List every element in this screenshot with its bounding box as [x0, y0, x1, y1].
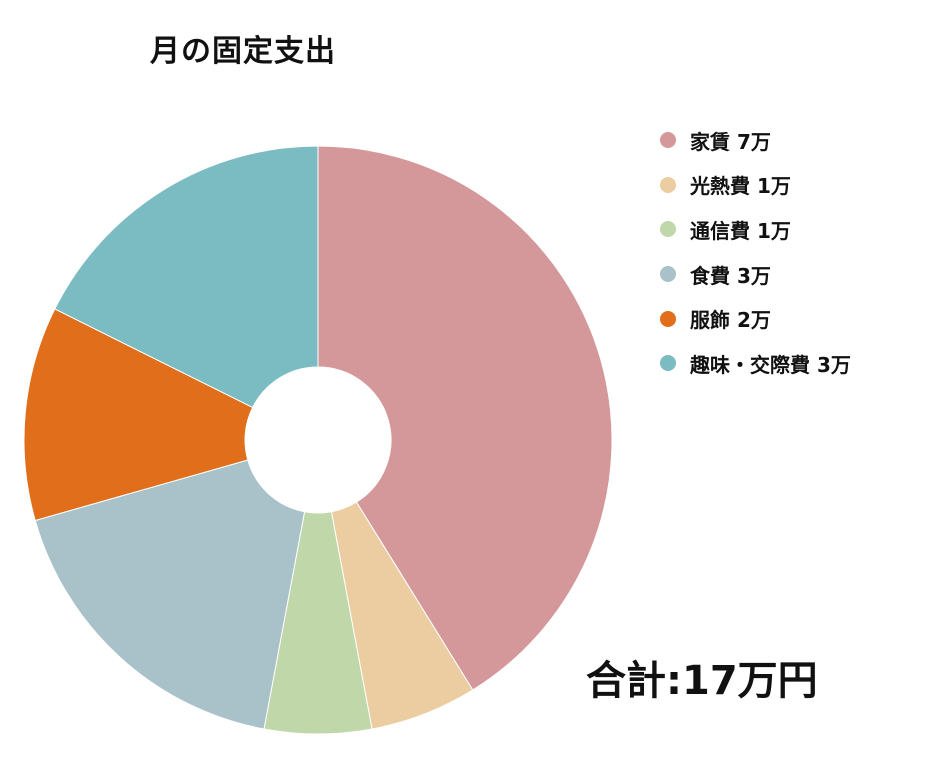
pie-slice-5 — [23, 308, 254, 522]
legend-swatch — [660, 310, 676, 327]
legend-swatch — [660, 355, 676, 372]
legend-item: 趣味・交際費 3万 — [660, 341, 920, 386]
legend-item: 服飾 2万 — [660, 296, 920, 341]
chart-title: 月の固定支出 — [150, 34, 336, 69]
legend-label: 趣味・交際費 3万 — [690, 352, 851, 377]
legend-item: 食費 3万 — [660, 252, 920, 297]
legend-swatch — [660, 176, 676, 193]
legend: 家賃 7万光熱費 1万 通信費 1万 食費 3万服飾 2万趣味・交際費 3万 — [660, 118, 920, 386]
legend-label: 家賃 7万 — [690, 129, 771, 154]
legend-item: 光熱費 1万 — [660, 163, 920, 208]
pie-slice-6 — [54, 145, 319, 409]
legend-swatch — [660, 266, 676, 283]
pie-slice-1 — [317, 145, 613, 691]
legend-item: 通信費 1万 — [660, 207, 920, 252]
legend-label: 服飾 2万 — [690, 308, 771, 333]
legend-label: 光熱費 1万 — [690, 174, 791, 199]
legend-label: 食費 3万 — [690, 263, 771, 288]
total-annotation: 合計:17万円 — [586, 658, 818, 704]
legend-swatch — [660, 132, 676, 149]
legend-label: 通信費 1万 — [690, 218, 791, 243]
pie-slice-4 — [34, 459, 306, 730]
pie-slices — [23, 145, 613, 735]
legend-swatch — [660, 221, 676, 238]
legend-item: 家賃 7万 — [660, 118, 920, 163]
